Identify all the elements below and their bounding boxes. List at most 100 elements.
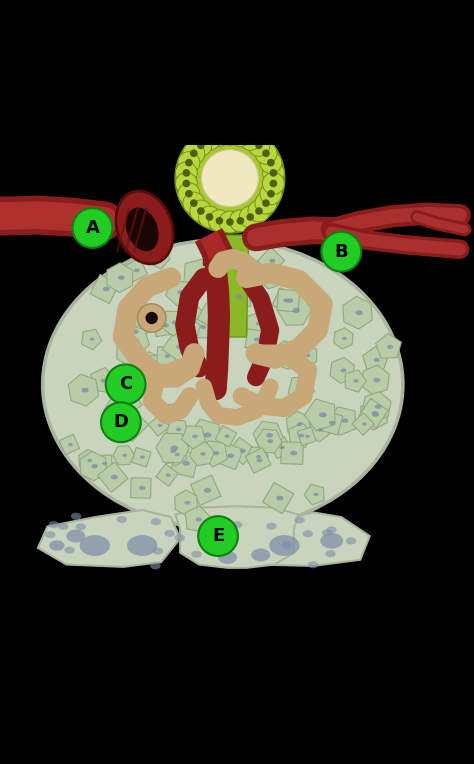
Ellipse shape (68, 443, 73, 446)
Polygon shape (158, 438, 184, 464)
Ellipse shape (276, 496, 283, 500)
Circle shape (246, 135, 254, 143)
Polygon shape (119, 326, 149, 356)
Circle shape (183, 192, 205, 214)
Polygon shape (124, 305, 147, 328)
Ellipse shape (329, 421, 335, 425)
Ellipse shape (256, 455, 261, 458)
Ellipse shape (269, 535, 300, 556)
Ellipse shape (283, 298, 290, 303)
Polygon shape (113, 445, 134, 465)
Polygon shape (165, 280, 191, 306)
Ellipse shape (58, 523, 68, 530)
Circle shape (201, 150, 258, 206)
Ellipse shape (228, 246, 233, 250)
Ellipse shape (346, 537, 356, 545)
Ellipse shape (208, 314, 214, 318)
Ellipse shape (182, 461, 190, 466)
Ellipse shape (127, 535, 157, 556)
Polygon shape (247, 312, 270, 335)
Ellipse shape (170, 449, 176, 453)
Polygon shape (296, 343, 317, 367)
Ellipse shape (200, 452, 206, 456)
Ellipse shape (326, 526, 337, 533)
Ellipse shape (318, 428, 323, 432)
Circle shape (216, 131, 223, 140)
Circle shape (237, 131, 244, 140)
Polygon shape (170, 449, 199, 478)
Polygon shape (91, 367, 116, 393)
Polygon shape (277, 296, 311, 325)
Circle shape (185, 159, 193, 167)
Polygon shape (68, 374, 99, 406)
Polygon shape (256, 429, 282, 453)
Ellipse shape (228, 454, 234, 458)
Polygon shape (140, 351, 166, 377)
Polygon shape (257, 247, 284, 274)
Ellipse shape (254, 338, 260, 342)
Circle shape (199, 206, 220, 228)
Ellipse shape (43, 240, 403, 529)
Ellipse shape (206, 549, 216, 555)
Ellipse shape (236, 295, 243, 299)
Ellipse shape (204, 488, 211, 493)
Ellipse shape (164, 354, 170, 358)
Circle shape (246, 213, 254, 221)
Ellipse shape (372, 411, 378, 416)
Ellipse shape (322, 529, 332, 536)
Ellipse shape (139, 486, 146, 490)
Circle shape (190, 150, 198, 157)
Ellipse shape (290, 451, 297, 455)
Polygon shape (115, 408, 148, 442)
Circle shape (270, 169, 277, 176)
Ellipse shape (184, 501, 190, 505)
Polygon shape (228, 437, 255, 465)
Circle shape (248, 134, 270, 157)
Ellipse shape (103, 286, 109, 291)
Text: A: A (85, 219, 100, 237)
Ellipse shape (151, 364, 157, 368)
Polygon shape (345, 370, 366, 392)
Ellipse shape (48, 521, 59, 528)
Ellipse shape (91, 464, 98, 468)
Polygon shape (124, 258, 147, 283)
Polygon shape (273, 341, 300, 369)
Ellipse shape (117, 516, 127, 523)
Ellipse shape (200, 325, 206, 329)
Ellipse shape (87, 459, 92, 462)
Ellipse shape (256, 458, 263, 462)
Polygon shape (189, 313, 215, 338)
Polygon shape (104, 398, 132, 423)
Circle shape (198, 516, 238, 556)
Ellipse shape (225, 435, 229, 438)
Polygon shape (111, 387, 142, 419)
Polygon shape (201, 441, 228, 467)
Ellipse shape (176, 344, 184, 349)
Ellipse shape (122, 454, 127, 457)
Polygon shape (253, 422, 283, 449)
Ellipse shape (90, 338, 94, 341)
Polygon shape (156, 464, 178, 487)
Circle shape (73, 208, 112, 248)
Ellipse shape (165, 412, 170, 415)
Circle shape (185, 190, 193, 198)
Ellipse shape (153, 548, 163, 555)
Ellipse shape (134, 268, 140, 272)
Circle shape (270, 180, 277, 187)
Circle shape (248, 200, 270, 222)
Ellipse shape (325, 550, 336, 557)
Polygon shape (198, 303, 222, 328)
Ellipse shape (128, 349, 135, 354)
Ellipse shape (362, 422, 367, 426)
Polygon shape (330, 358, 355, 384)
Ellipse shape (299, 387, 306, 390)
Ellipse shape (102, 461, 108, 465)
Ellipse shape (218, 551, 237, 564)
Polygon shape (246, 448, 271, 473)
Ellipse shape (267, 439, 273, 443)
Polygon shape (185, 506, 211, 532)
Ellipse shape (158, 424, 163, 427)
Ellipse shape (151, 518, 161, 525)
Circle shape (101, 403, 141, 442)
Polygon shape (359, 399, 388, 428)
